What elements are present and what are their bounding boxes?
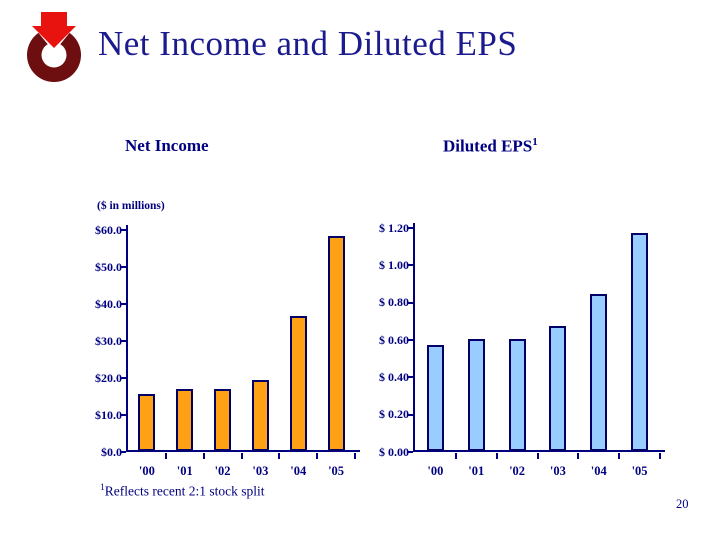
footnote: 1Reflects recent 2:1 stock split [100, 483, 264, 500]
diluted-eps-chart-title-text: Diluted EPS [443, 136, 533, 156]
y-axis-tick [407, 301, 413, 304]
x-axis-label: '03 [549, 464, 566, 478]
x-axis-tick [316, 453, 319, 459]
y-axis-line [413, 223, 415, 452]
x-axis-label: '00 [138, 464, 155, 478]
x-axis-tick [618, 453, 621, 459]
bar-05 [327, 236, 345, 451]
net-income-chart-title-text: Net Income [125, 136, 209, 155]
x-axis-label: '03 [252, 464, 269, 478]
bar-03 [251, 379, 269, 451]
bar-02 [508, 339, 526, 451]
x-axis-label: '05 [328, 464, 345, 478]
y-axis-label: $ 0.20 [379, 407, 409, 422]
bar-00 [426, 344, 444, 451]
x-axis-line [413, 450, 665, 452]
x-axis-tick [659, 453, 661, 459]
y-axis-tick [407, 227, 413, 229]
y-axis-label: $50.0 [95, 259, 122, 274]
y-axis-tick [407, 339, 413, 341]
page-number: 20 [676, 497, 689, 511]
y-axis-label: $ 0.40 [379, 369, 409, 384]
y-axis-tick [407, 451, 413, 453]
x-axis-tick [577, 453, 580, 459]
x-axis-label: '01 [176, 464, 193, 478]
x-axis-label: '04 [290, 464, 307, 478]
bar-03 [549, 325, 567, 451]
x-axis-tick [240, 453, 243, 459]
bar-01 [467, 339, 485, 451]
x-axis-tick [164, 453, 167, 459]
diluted-eps-chart-title: Diluted EPS1 [443, 136, 538, 157]
bar-04 [590, 294, 608, 451]
x-axis-tick [354, 453, 356, 459]
x-axis-label: '01 [468, 464, 485, 478]
y-axis-label: $ 0.80 [379, 295, 409, 310]
y-axis-tick [120, 414, 126, 416]
y-axis-label: $10.0 [95, 407, 122, 422]
x-axis-label: '04 [590, 464, 607, 478]
y-axis-tick [407, 264, 413, 267]
y-axis-tick [407, 413, 413, 416]
y-axis-label: $60.0 [95, 222, 122, 237]
y-axis-tick [120, 340, 126, 342]
y-axis-tick [120, 377, 126, 379]
net-income-chart: $0.0 $10.0 $20.0 $30.0 $40.0 $50.0 $60.0 '00 '01… [95, 223, 360, 478]
y-axis-tick [407, 376, 413, 379]
diluted-eps-chart: $ 0.00 $ 0.20 $ 0.40 $ 0.60 $ 0.80 $ 1.00 $ 1.… [379, 221, 665, 478]
x-axis-label: '00 [427, 464, 444, 478]
footnote-superscript: 1 [100, 483, 105, 493]
x-axis-tick [454, 453, 457, 459]
net-income-chart-title: Net Income [125, 136, 209, 156]
x-axis-tick [495, 453, 498, 459]
footnote-marker: 1 [532, 136, 538, 148]
x-axis-tick [202, 453, 205, 459]
y-axis-label: $ 0.60 [379, 332, 409, 347]
y-axis-label: $30.0 [95, 333, 122, 348]
company-logo-icon [27, 12, 81, 82]
x-axis-tick [278, 453, 281, 459]
units-label: ($ in millions) [97, 200, 165, 212]
x-axis-tick [536, 453, 539, 459]
x-axis-line [126, 450, 360, 452]
bar-05 [631, 232, 649, 451]
bar-01 [176, 388, 194, 451]
y-axis-tick [120, 229, 126, 231]
logo-arrow [32, 12, 76, 48]
x-axis-label: '05 [631, 464, 648, 478]
bar-00 [138, 393, 156, 451]
y-axis-label: $40.0 [95, 296, 122, 311]
y-axis-tick [120, 451, 126, 453]
y-axis-label: $ 1.20 [379, 220, 409, 235]
bar-04 [289, 315, 307, 451]
slide-title: Net Income and Diluted EPS [98, 24, 518, 63]
y-axis-label: $0.0 [101, 444, 122, 459]
y-axis-line [126, 225, 128, 452]
footnote-text: Reflects recent 2:1 stock split [104, 483, 265, 499]
y-axis-tick [120, 303, 126, 305]
logo-ring [27, 28, 81, 82]
x-axis-label: '02 [509, 464, 526, 478]
y-axis-label: $ 0.00 [379, 444, 409, 459]
bar-02 [214, 388, 232, 451]
y-axis-label: $ 1.00 [379, 257, 409, 272]
y-axis-label: $20.0 [95, 370, 122, 385]
x-axis-label: '02 [214, 464, 231, 478]
y-axis-tick [120, 266, 126, 268]
